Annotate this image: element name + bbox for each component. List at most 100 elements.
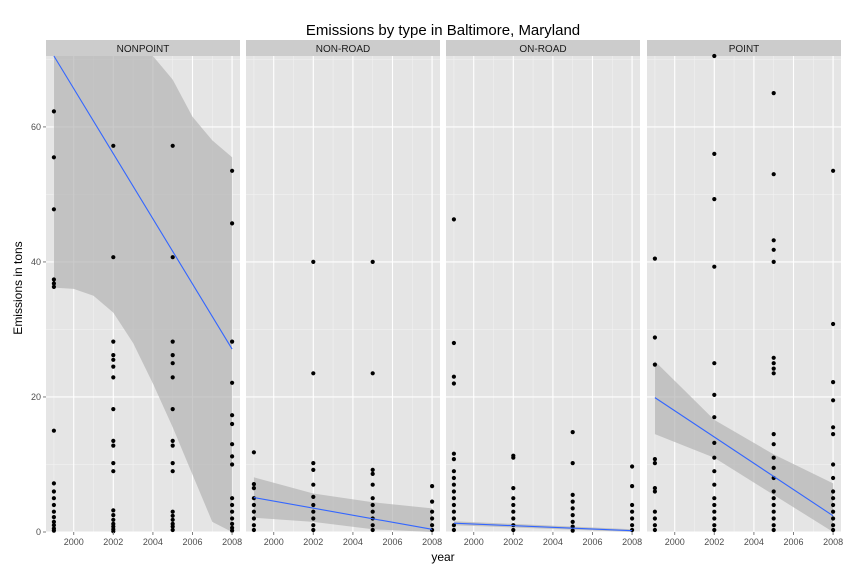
y-tick-label: 20 — [31, 392, 41, 402]
data-point — [251, 502, 256, 508]
data-point — [831, 462, 836, 467]
data-point — [652, 461, 658, 466]
x-tick-label: 2006 — [783, 537, 803, 547]
x-axis-ticks: 2000 2002 2004 2006 2008 — [665, 532, 843, 547]
x-axis-ticks: 2000 2002 2004 2006 2008 — [464, 532, 642, 547]
data-point — [51, 481, 57, 486]
data-point — [652, 335, 658, 340]
data-point — [111, 508, 116, 513]
data-point — [230, 509, 235, 514]
data-point — [451, 381, 456, 386]
data-point — [771, 361, 776, 366]
data-point — [111, 143, 116, 148]
data-point — [451, 374, 456, 379]
data-point — [511, 502, 516, 508]
x-tick-label: 2008 — [422, 537, 442, 547]
data-point — [831, 496, 836, 501]
data-point — [630, 516, 635, 521]
data-point — [51, 277, 57, 282]
chart-title: Emissions by type in Baltimore, Maryland — [306, 22, 580, 39]
data-point — [771, 455, 776, 460]
facet-strip — [647, 40, 841, 56]
data-point — [831, 432, 836, 437]
data-point — [370, 502, 375, 508]
data-point — [311, 259, 316, 264]
data-point — [230, 454, 235, 459]
data-point — [630, 484, 635, 489]
data-point — [511, 455, 516, 460]
data-point — [251, 482, 256, 487]
facet-strip-label: POINT — [729, 44, 760, 55]
data-point — [111, 339, 116, 344]
data-point — [370, 527, 375, 533]
data-point — [230, 496, 235, 501]
data-point — [570, 430, 575, 435]
confidence-band — [253, 477, 433, 532]
data-point — [170, 255, 175, 260]
confidence-band — [53, 56, 233, 532]
y-tick-label: 0 — [36, 527, 41, 537]
data-point — [451, 489, 456, 494]
data-points — [251, 259, 435, 533]
data-point — [230, 502, 235, 508]
data-point — [451, 451, 456, 456]
data-point — [370, 371, 375, 376]
data-point — [230, 339, 235, 344]
data-point — [430, 484, 435, 489]
data-point — [170, 527, 175, 533]
data-point — [370, 496, 375, 501]
data-point — [51, 428, 57, 433]
data-point — [111, 517, 116, 522]
data-point — [51, 284, 57, 289]
data-point — [170, 509, 175, 514]
data-point — [712, 53, 717, 59]
data-point — [712, 197, 717, 202]
data-point — [51, 519, 57, 525]
data-point — [712, 440, 717, 445]
facet-panel-on-road: ON-ROAD 2000 2002 2004 2006 2008 — [446, 40, 642, 547]
data-point — [712, 392, 717, 397]
data-point — [652, 489, 658, 494]
data-point — [771, 371, 776, 376]
data-point — [170, 438, 175, 443]
data-point — [170, 143, 175, 148]
data-point — [111, 353, 116, 358]
data-point — [170, 469, 175, 474]
panel-background — [446, 56, 640, 532]
data-point — [511, 527, 516, 533]
data-point — [570, 528, 575, 533]
data-point — [831, 475, 836, 481]
data-point — [430, 509, 435, 514]
data-point — [170, 375, 175, 380]
data-point — [51, 509, 57, 514]
panel-background — [246, 56, 440, 532]
x-tick-label: 2008 — [622, 537, 642, 547]
data-point — [311, 509, 316, 514]
data-point — [51, 489, 57, 494]
data-point — [311, 461, 316, 466]
data-point — [51, 502, 57, 508]
data-point — [451, 527, 456, 533]
data-point — [652, 509, 658, 514]
data-point — [771, 238, 776, 243]
data-point — [831, 380, 836, 385]
y-axis: 0 20 40 60 — [31, 122, 46, 537]
data-point — [370, 482, 375, 487]
data-point — [771, 366, 776, 371]
data-point — [251, 496, 256, 501]
data-point — [712, 516, 717, 521]
x-tick-label: 2006 — [182, 537, 202, 547]
data-point — [831, 509, 836, 514]
data-point — [831, 168, 836, 173]
data-point — [771, 355, 776, 360]
x-tick-label: 2004 — [343, 537, 363, 547]
confidence-band — [654, 361, 834, 532]
data-point — [311, 527, 316, 533]
data-point — [570, 499, 575, 504]
data-point — [311, 516, 316, 521]
data-point — [712, 151, 717, 156]
data-point — [111, 513, 116, 518]
data-point — [430, 516, 435, 521]
data-point — [712, 482, 717, 487]
data-point — [170, 407, 175, 412]
